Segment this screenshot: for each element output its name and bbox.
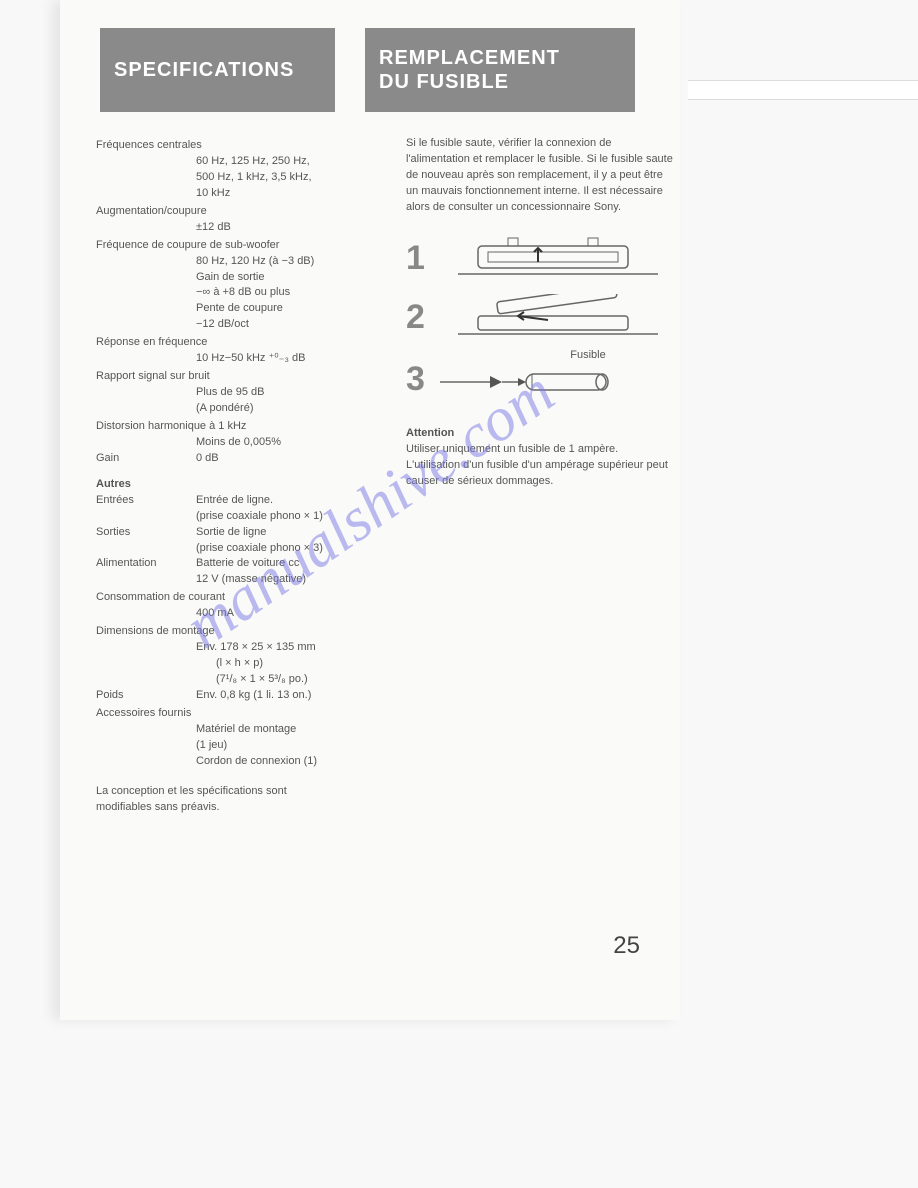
step-number: 2	[406, 293, 440, 342]
specifications-column: Fréquences centrales 60 Hz, 125 Hz, 250 …	[96, 136, 370, 816]
freq-subwoofer-val: 80 Hz, 120 Hz (à −3 dB)	[96, 254, 370, 270]
reponse-label: Réponse en fréquence	[96, 335, 370, 351]
fuse-header: REMPLACEMENT DU FUSIBLE	[365, 28, 635, 112]
dim-label: Dimensions de montage	[96, 624, 370, 640]
footnote: modifiables sans préavis.	[96, 800, 370, 816]
access-val: (1 jeu)	[96, 738, 370, 754]
conso-val: 400 mA	[96, 606, 370, 622]
access-val: Matériel de montage	[96, 722, 370, 738]
freq-centrales-val: 60 Hz, 125 Hz, 250 Hz,	[96, 154, 370, 170]
dim-val: (7¹/₈ × 1 × 5³/₈ po.)	[96, 672, 370, 688]
specifications-header: SPECIFICATIONS	[100, 28, 335, 112]
header-left-text: SPECIFICATIONS	[114, 58, 294, 82]
header-row: SPECIFICATIONS REMPLACEMENT DU FUSIBLE	[60, 28, 680, 112]
aug-coupure-val: ±12 dB	[96, 220, 370, 236]
freq-subwoofer-val: Pente de coupure	[96, 301, 370, 317]
rapport-val: (A pondéré)	[96, 401, 370, 417]
entrees-label: Entrées	[96, 493, 196, 509]
conso-label: Consommation de courant	[96, 590, 370, 606]
step-number: 3	[406, 355, 440, 404]
document-page: SPECIFICATIONS REMPLACEMENT DU FUSIBLE F…	[60, 0, 680, 1020]
poids-label: Poids	[96, 688, 196, 704]
rapport-val: Plus de 95 dB	[96, 385, 370, 401]
fusible-label: Fusible	[500, 348, 676, 364]
sorties-label: Sorties	[96, 525, 196, 541]
reponse-val: 10 Hz−50 kHz ⁺⁰₋₃ dB	[96, 351, 370, 367]
distorsion-val: Moins de 0,005%	[96, 435, 370, 451]
dim-val: Env. 178 × 25 × 135 mm	[96, 640, 370, 656]
aug-coupure-label: Augmentation/coupure	[96, 204, 370, 220]
entrees-val: Entrée de ligne.	[196, 493, 370, 509]
autres-title: Autres	[96, 477, 370, 493]
fuse-column: Si le fusible saute, vérifier la connexi…	[406, 136, 676, 816]
freq-centrales-label: Fréquences centrales	[96, 138, 370, 154]
entrees-row: Entrées Entrée de ligne.	[96, 493, 370, 509]
access-val: Cordon de connexion (1)	[96, 754, 370, 770]
fuse-open-diagram-icon	[440, 294, 676, 342]
rapport-label: Rapport signal sur bruit	[96, 369, 370, 385]
alim-label: Alimentation	[96, 556, 196, 572]
sorties-val: Sortie de ligne	[196, 525, 370, 541]
poids-val: Env. 0,8 kg (1 li. 13 on.)	[196, 688, 370, 704]
freq-subwoofer-label: Fréquence de coupure de sub-woofer	[96, 238, 370, 254]
header-right-line1: REMPLACEMENT	[379, 46, 621, 70]
alim-row: Alimentation Batterie de voiture cc	[96, 556, 370, 572]
step-2: 2	[406, 293, 676, 342]
attention-body: Utiliser uniquement un fusible de 1 ampè…	[406, 442, 676, 458]
alim-val: 12 V (masse négative)	[96, 572, 370, 588]
dim-val: (l × h × p)	[96, 656, 370, 672]
gain-row: Gain 0 dB	[96, 451, 370, 467]
scan-edge	[688, 80, 918, 100]
freq-centrales-val: 10 kHz	[96, 186, 370, 202]
freq-subwoofer-val: Gain de sortie	[96, 270, 370, 286]
alim-val: Batterie de voiture cc	[196, 556, 370, 572]
gain-label: Gain	[96, 451, 196, 467]
entrees-val: (prise coaxiale phono × 1)	[96, 509, 370, 525]
header-right-line2: DU FUSIBLE	[379, 70, 621, 94]
fuse-insert-diagram-icon	[440, 364, 640, 400]
page-number: 25	[613, 932, 640, 960]
freq-centrales-val: 500 Hz, 1 kHz, 3,5 kHz,	[96, 170, 370, 186]
freq-subwoofer-val: −∞ à +8 dB ou plus	[96, 285, 370, 301]
fuse-intro-text: Si le fusible saute, vérifier la connexi…	[406, 136, 676, 216]
gain-val: 0 dB	[196, 451, 370, 467]
poids-row: Poids Env. 0,8 kg (1 li. 13 on.)	[96, 688, 370, 704]
step-1: 1	[406, 234, 676, 283]
distorsion-label: Distorsion harmonique à 1 kHz	[96, 419, 370, 435]
access-label: Accessoires fournis	[96, 706, 370, 722]
attention-body: L'utilisation d'un fusible d'un ampérage…	[406, 458, 676, 490]
footnote: La conception et les spécifications sont	[96, 784, 370, 800]
freq-subwoofer-val: −12 dB/oct	[96, 317, 370, 333]
content-columns: Fréquences centrales 60 Hz, 125 Hz, 250 …	[60, 136, 680, 816]
attention-title: Attention	[406, 426, 676, 442]
step-number: 1	[406, 234, 440, 283]
sorties-val: (prise coaxiale phono × 3)	[96, 541, 370, 557]
step-3: 3 Fusible	[406, 352, 676, 406]
fuse-holder-diagram-icon	[440, 234, 676, 282]
sorties-row: Sorties Sortie de ligne	[96, 525, 370, 541]
